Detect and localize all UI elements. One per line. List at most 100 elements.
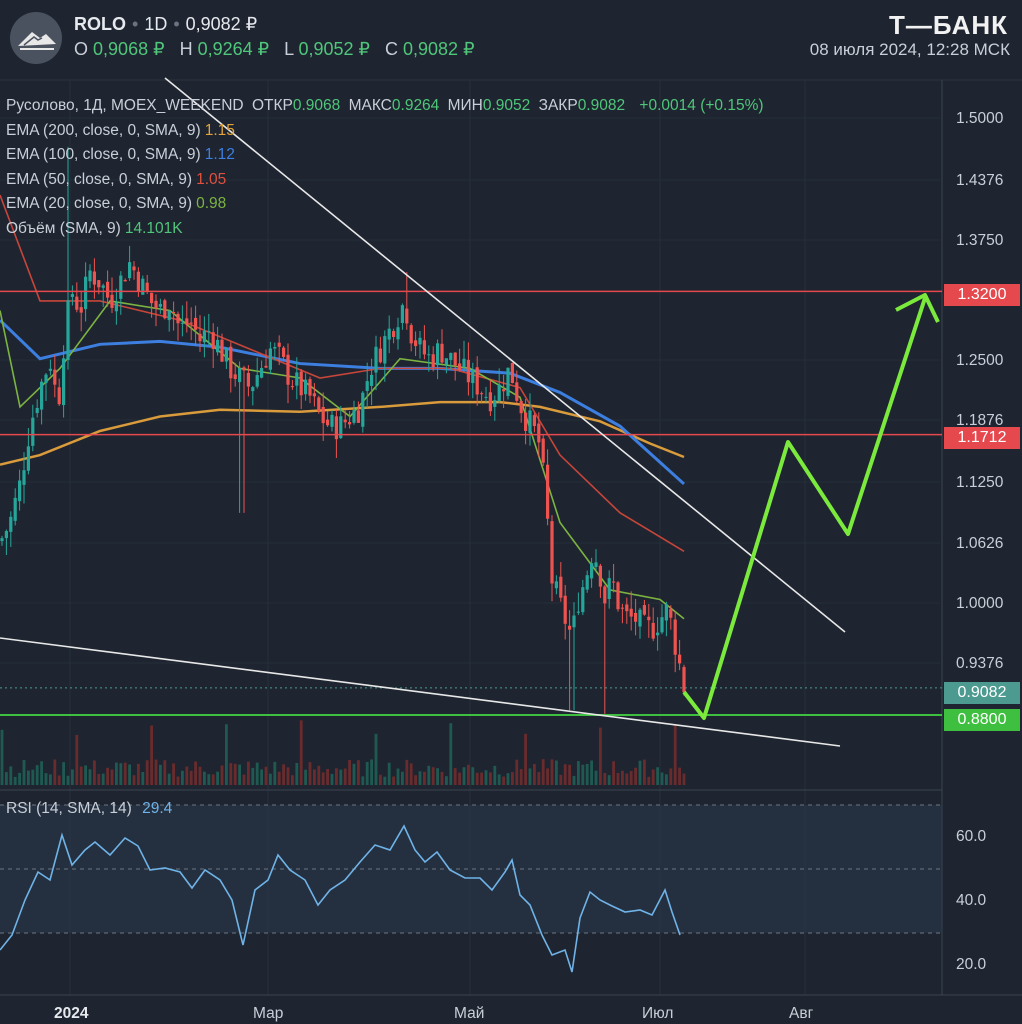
volume-bar [550, 759, 554, 785]
volume-bar [132, 775, 136, 785]
candle-body [484, 396, 488, 398]
volume-bar [308, 762, 312, 785]
volume-bar [506, 773, 510, 785]
rsi-value: 29.4 [142, 800, 173, 817]
candle-body [304, 379, 308, 395]
ohlc-high-label: H [179, 39, 193, 59]
candle-body [158, 303, 162, 307]
volume-bar [163, 760, 167, 785]
main-series-legend[interactable]: Русолово, 1Д, MOEX_WEEKEND ОТКР0.9068 МА… [6, 94, 768, 119]
candle-body [352, 410, 356, 423]
candle-body [585, 575, 589, 590]
volume-value: 14.101K [124, 219, 183, 237]
candle-body [673, 619, 677, 655]
candle-body [44, 374, 48, 384]
volume-bar [396, 768, 400, 785]
ema200-legend[interactable]: EMA (200, close, 0, SMA, 9) 1.15 [6, 119, 768, 144]
volume-bar [511, 772, 514, 785]
volume-label: Объём (SMA, 9) [6, 219, 121, 237]
price-badge-0880[interactable]: 0.8800 [944, 709, 1020, 731]
candle-body [92, 271, 96, 285]
volume-legend[interactable]: Объём (SMA, 9) 14.101K [6, 217, 768, 242]
candle-body [40, 381, 44, 410]
volume-bar [471, 767, 475, 785]
volume-bar [242, 774, 246, 785]
candle-body [255, 375, 259, 387]
open-label: ОТКР [251, 97, 293, 114]
candle-body [66, 300, 70, 361]
volume-bar [634, 767, 637, 785]
volume-bar [559, 774, 563, 785]
candle-body [348, 422, 352, 425]
volume-bar [189, 770, 193, 785]
series-name: Русолово, 1Д, MOEX_WEEKEND [6, 97, 244, 114]
volume-bar [651, 769, 655, 785]
ema100-legend[interactable]: EMA (100, close, 0, SMA, 9) 1.12 [6, 143, 768, 168]
candle-body [13, 497, 17, 521]
ohlc-open-value: 0,9068 ₽ [93, 39, 165, 59]
volume-bar [18, 772, 21, 785]
volume-bar [185, 766, 189, 785]
volume-bar [97, 773, 101, 785]
candle-body [308, 379, 312, 396]
price-badge-1171[interactable]: 1.1712 [944, 427, 1020, 449]
volume-bar [330, 773, 334, 785]
candle-body [576, 611, 580, 613]
candle-body [409, 325, 413, 344]
volume-bar [53, 759, 57, 785]
ema200-label: EMA (200, close, 0, SMA, 9) [6, 121, 201, 139]
rsi-legend[interactable]: RSI (14, SMA, 14) 29.4 [6, 800, 172, 818]
candle-body [268, 348, 272, 370]
candle-body [172, 311, 176, 314]
candle-body [114, 302, 118, 312]
volume-bar [568, 764, 571, 785]
candle-body [18, 480, 22, 502]
candle-body [290, 386, 294, 388]
volume-bar [255, 762, 259, 785]
candle-body [462, 358, 466, 368]
ohlc-open-label: O [74, 39, 89, 59]
volume-bar [357, 760, 360, 785]
ema50-legend[interactable]: EMA (50, close, 0, SMA, 9) 1.05 [6, 168, 768, 193]
price-tick: 1.0626 [956, 535, 1004, 552]
volume-bar [502, 776, 505, 785]
candle-body [154, 300, 158, 309]
volume-bar [31, 769, 35, 785]
chart-header: ROLO • 1D • 0,9082 ₽ O 0,9068 ₽ H 0,9264 ₽ L… [0, 0, 1022, 70]
candle-body [343, 419, 347, 423]
volume-bar [379, 774, 382, 785]
volume-bar [198, 766, 202, 785]
candle-body [150, 292, 154, 304]
volume-bar [590, 760, 593, 785]
candle-body [75, 296, 79, 310]
candle-body [84, 276, 88, 310]
volume-bar [678, 767, 681, 785]
price-badge-1320[interactable]: 1.3200 [944, 284, 1020, 306]
volume-bar [66, 775, 70, 785]
volume-bar [497, 774, 501, 785]
volume-bar [370, 759, 373, 785]
ema20-legend[interactable]: EMA (20, close, 0, SMA, 9) 0.98 [6, 192, 768, 217]
candle-body [572, 615, 576, 628]
timestamp: 08 июля 2024, 12:28 МСК [809, 40, 1010, 59]
volume-bar [475, 772, 479, 785]
candle-body [282, 347, 286, 357]
volume-bar [176, 776, 180, 785]
volume-bar [374, 733, 378, 785]
candle-body [568, 625, 572, 630]
candle-body [612, 581, 616, 583]
volume-bar [299, 720, 303, 785]
price-badge-last[interactable]: 0.9082 [944, 682, 1020, 704]
candle-body [387, 328, 391, 340]
ticker-symbol[interactable]: ROLO [74, 14, 126, 34]
candle-body [295, 372, 299, 386]
volume-bar [101, 773, 105, 785]
volume-bar [643, 759, 646, 785]
volume-bar [673, 725, 677, 785]
candle-body [57, 387, 61, 405]
volume-bar [629, 771, 633, 785]
volume-bar [541, 759, 545, 785]
timeframe[interactable]: 1D [144, 14, 168, 34]
time-tick: Авг [789, 1005, 814, 1022]
